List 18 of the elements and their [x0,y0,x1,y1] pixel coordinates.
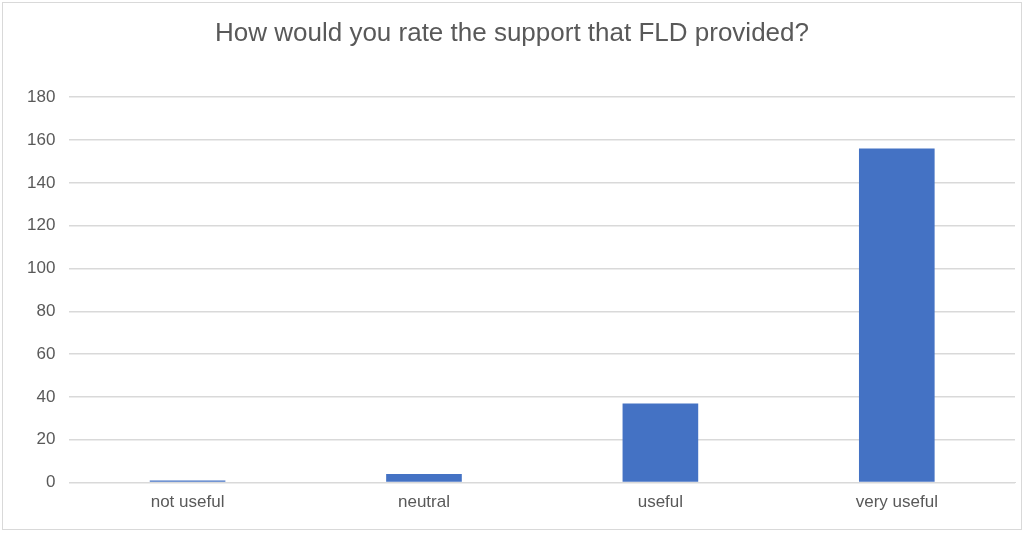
y-tick-label: 0 [45,472,56,492]
y-tick-label: 40 [36,386,56,406]
y-tick-label: 140 [26,172,56,192]
x-tick-label: not useful [150,492,225,512]
y-tick-label: 100 [26,258,56,278]
y-tick-label: 180 [26,86,56,106]
bar [386,474,462,482]
y-tick-label: 80 [36,301,56,320]
chart-title: How would you rate the support that FLD provided? [214,17,810,48]
y-tick-label: 20 [36,429,56,449]
y-tick-label: 160 [26,129,56,149]
y-tick-label: 120 [26,215,56,235]
x-tick-label: useful [637,492,684,512]
y-tick-label: 60 [36,343,56,363]
bar [858,148,935,482]
bar [622,403,699,482]
x-tick-label: neutral [397,492,450,512]
x-tick-label: very useful [855,492,938,512]
